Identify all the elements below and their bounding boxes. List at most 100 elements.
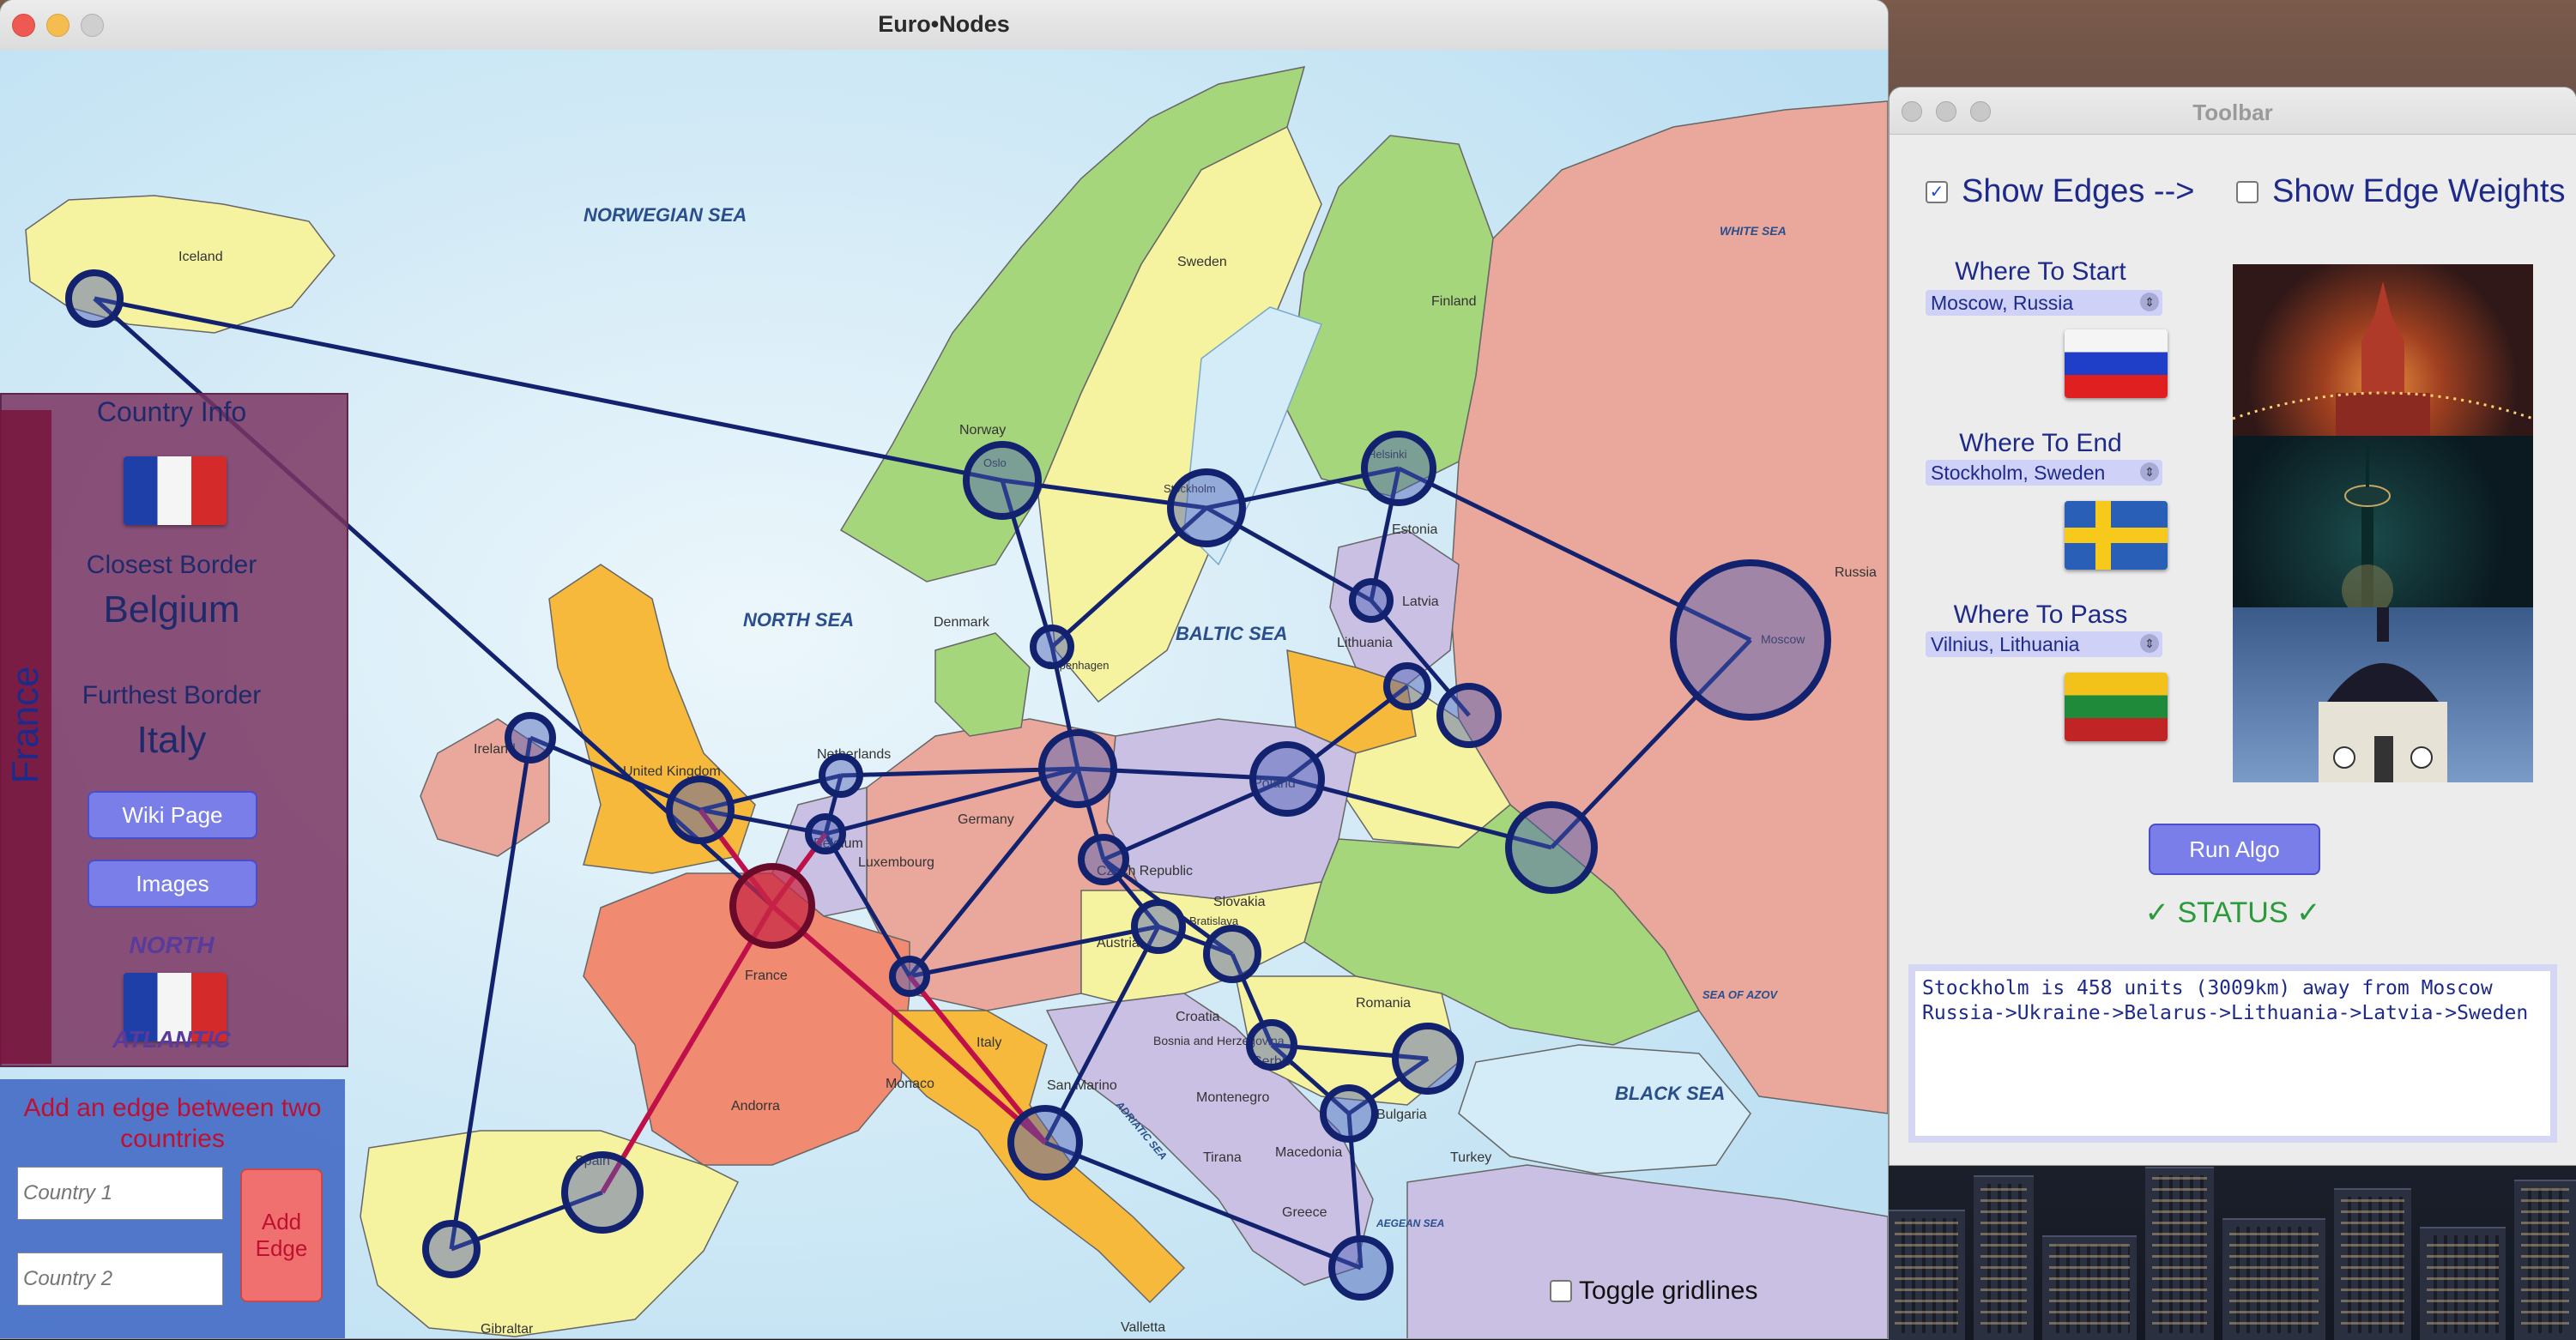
label-montenegro: Montenegro (1196, 1090, 1269, 1105)
path-edge-france-italy (771, 903, 1047, 1145)
status-line-2: Russia->Ukraine->Belarus->Lithuania->Lat… (1922, 1002, 2529, 1024)
node-greece (1328, 1235, 1394, 1301)
show-edges-toggle[interactable]: ✓ Show Edges --> (1926, 173, 2194, 210)
main-titlebar: Euro•Nodes (0, 0, 1888, 51)
label-oslo: Oslo (983, 456, 1007, 469)
kremlin-tower-icon (2233, 281, 2533, 436)
toolbar-titlebar: Toolbar (1890, 88, 2576, 135)
label-lithuania: Lithuania (1337, 636, 1393, 650)
node-netherlands (819, 753, 863, 798)
minimize-window-button[interactable] (46, 14, 70, 37)
label-slovakia: Slovakia (1213, 895, 1266, 909)
add-edge-button[interactable]: Add Edge (240, 1168, 323, 1302)
france-flag-icon-secondary (124, 973, 227, 1041)
label-white-sea: WHITE SEA (1720, 224, 1787, 238)
node-russia (1670, 559, 1831, 721)
start-label: Where To Start (1955, 257, 2126, 286)
run-algo-button[interactable]: Run Algo (2149, 824, 2320, 875)
node-uk (666, 776, 735, 844)
start-select-chevron-icon: ⇕ (2140, 293, 2159, 311)
land-turkey (1406, 1164, 1888, 1338)
country-info-heading: Country Info (96, 396, 247, 427)
wiki-page-button[interactable]: Wiki Page (88, 791, 257, 839)
edge-germany-switzerland (908, 767, 1079, 978)
label-latvia: Latvia (1402, 595, 1439, 609)
edge-ukraine-russia (1550, 638, 1752, 849)
node-finland (1361, 431, 1436, 506)
gridlines-checkbox[interactable] (1550, 1280, 1572, 1302)
end-select[interactable]: Stockholm, Sweden ⇕ (1926, 460, 2162, 486)
add-edge-heading: Add an edge between two countries (23, 1094, 322, 1153)
node-switzerland (889, 956, 930, 997)
lithuania-flag-icon (2065, 673, 2168, 741)
label-helsinki: Helsinki (1368, 448, 1407, 461)
country2-input[interactable] (17, 1252, 223, 1306)
closest-border-label: Closest Border (86, 551, 257, 579)
land-belarus (1338, 683, 1511, 848)
edge-slovakia-hungary (1158, 924, 1233, 957)
gridlines-label: Toggle gridlines (1579, 1277, 1758, 1305)
show-weights-toggle[interactable]: Show Edge Weights (2236, 173, 2566, 210)
node-norway (963, 441, 1042, 520)
gridlines-toggle[interactable]: Toggle gridlines (1550, 1277, 1757, 1306)
node-denmark (1030, 625, 1074, 669)
label-germany: Germany (958, 812, 1014, 827)
edge-netherlands-belgium (823, 775, 844, 835)
moscow-photo (2233, 264, 2533, 436)
status-line-1: Stockholm is 458 units (3009km) away fro… (1922, 977, 2493, 999)
toolbar-minimize-button[interactable] (1936, 101, 1956, 122)
edge-serbia-bulgaria (1270, 1043, 1351, 1115)
node-ukraine (1505, 801, 1598, 894)
label-san-marino: San Marino (1047, 1078, 1117, 1093)
label-baltic-sea: BALTIC SEA (1176, 623, 1287, 644)
window-title: Euro•Nodes (878, 11, 1010, 37)
toolbar-title: Toolbar (2192, 100, 2273, 125)
start-select-value: Moscow, Russia (1931, 292, 2074, 314)
node-poland (1249, 741, 1325, 817)
label-north-sea: NORTH SEA (743, 609, 854, 631)
label-norwegian-sea: NORWEGIAN SEA (584, 204, 747, 226)
toolbar-zoom-button[interactable] (1970, 101, 1991, 122)
tv-tower-icon (2342, 444, 2393, 607)
images-button[interactable]: Images (88, 860, 257, 908)
country1-input[interactable] (17, 1167, 223, 1220)
start-select[interactable]: Moscow, Russia ⇕ (1926, 290, 2162, 316)
node-latvia (1383, 662, 1431, 710)
toolbar-close-button[interactable] (1902, 101, 1922, 122)
label-moscow: Moscow (1761, 632, 1805, 646)
end-select-value: Stockholm, Sweden (1931, 462, 2106, 484)
label-sea-of-azov: SEA OF AZOV (1702, 988, 1778, 1001)
label-valletta: Valletta (1121, 1320, 1165, 1335)
label-gibraltar: Gibraltar (481, 1322, 534, 1337)
edge-serbia-romania (1271, 1042, 1429, 1061)
overlay-north-text: NORTH (129, 932, 215, 958)
clock-tower-icon (2319, 607, 2447, 782)
land-black-sea (1458, 1044, 1751, 1174)
pass-label: Where To Pass (1953, 601, 2128, 629)
label-tirana: Tirana (1203, 1150, 1242, 1165)
path-edge-france-spain (600, 904, 775, 1194)
land-denmark (934, 632, 1031, 737)
edge-uk-netherlands (699, 773, 842, 812)
show-edges-checkbox[interactable]: ✓ (1926, 180, 1948, 203)
label-bratislava: Bratislava (1189, 914, 1239, 927)
label-united-kingdom: United Kingdom (623, 764, 721, 779)
land-iberia (360, 1130, 740, 1337)
pass-select[interactable]: Vilnius, Lithuania ⇕ (1926, 631, 2162, 657)
edge-sweden-latvia (1205, 505, 1373, 603)
overlay-atlantic-text: ATLANTIC (112, 1026, 231, 1053)
edge-italy-greece (1044, 1140, 1362, 1271)
show-weights-checkbox[interactable] (2236, 180, 2259, 203)
edge-belgium-germany (825, 766, 1079, 836)
label-sweden: Sweden (1177, 255, 1227, 269)
label-bulgaria: Bulgaria (1376, 1108, 1427, 1122)
main-window: Euro•Nodes (0, 0, 1888, 1338)
node-serbia (1246, 1019, 1297, 1071)
label-norway: Norway (959, 423, 1006, 438)
edge-germany-czech (1075, 768, 1106, 860)
label-estonia: Estonia (1392, 522, 1437, 537)
label-turkey: Turkey (1450, 1150, 1491, 1165)
zoom-window-button[interactable] (81, 14, 104, 37)
close-window-button[interactable] (12, 14, 35, 37)
closest-border-value: Belgium (103, 589, 240, 631)
